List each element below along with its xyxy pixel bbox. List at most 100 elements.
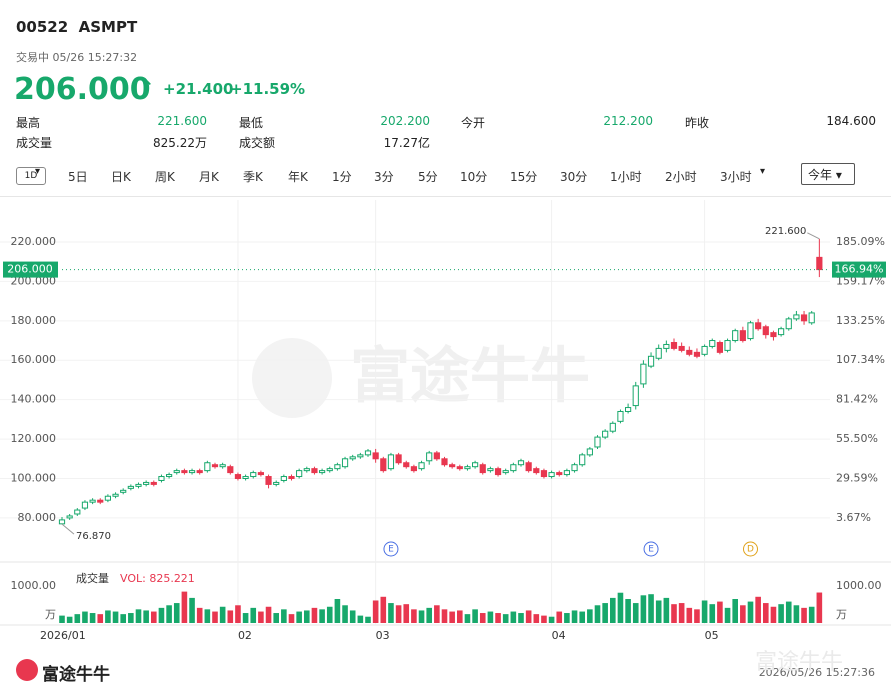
candle-body (800, 314, 808, 322)
volume-bar (678, 603, 685, 623)
candle-body (112, 493, 119, 497)
tab[interactable]: 3小时 (720, 170, 752, 184)
volume-bar (181, 591, 188, 623)
stat-label: 最高 (16, 116, 41, 130)
candle-body (617, 410, 624, 422)
volume-bar (724, 607, 731, 623)
candle-body (211, 464, 219, 468)
volume-bar (395, 605, 402, 623)
candle-body (548, 472, 555, 478)
candle-body (196, 470, 203, 474)
candle-body (793, 314, 800, 320)
candle-body (816, 256, 823, 271)
candle-body (647, 355, 655, 367)
volume-bar (89, 613, 96, 623)
candle-body (219, 464, 226, 468)
tab[interactable]: 2小时 (665, 170, 697, 184)
volume-bar (556, 611, 563, 623)
candle-body (472, 462, 479, 468)
y-tick-label: 140.000 (11, 393, 57, 406)
y2-tick-label: 159.17% (836, 274, 885, 287)
candle-body (89, 499, 96, 503)
candle-body (724, 340, 731, 351)
tab[interactable]: 5日 (68, 170, 88, 184)
tab[interactable]: 10分 (460, 170, 488, 184)
volume-bar (311, 607, 318, 623)
low-annotation: 76.870 (76, 531, 111, 542)
candle-body (242, 476, 249, 480)
volume-bar (571, 610, 578, 623)
candle-body (403, 462, 410, 468)
tab[interactable]: 年K (288, 170, 308, 184)
candle-body (257, 472, 264, 476)
candle-body (104, 495, 112, 501)
candle-body (732, 330, 739, 342)
candle-body (418, 462, 425, 470)
tab[interactable]: 季K (243, 170, 263, 184)
volume-bar (464, 614, 471, 623)
candle-body (686, 349, 693, 355)
volume-bar (380, 596, 387, 623)
candle-body (609, 422, 616, 432)
tab[interactable]: 周K (155, 170, 175, 184)
candle-body (349, 456, 356, 460)
tab[interactable]: 1分 (332, 170, 352, 184)
last-pct-label: 166.94% (835, 263, 884, 276)
tab[interactable]: 3分 (374, 170, 394, 184)
last-price-label: 206.000 (7, 263, 53, 276)
candle-body (464, 466, 471, 470)
stock-name: ASMPT (78, 18, 138, 36)
candle-body (341, 458, 349, 468)
volume-bar (403, 604, 410, 623)
tab[interactable]: 30分 (560, 170, 588, 184)
candle-body (273, 481, 280, 485)
volume-bar (151, 611, 157, 623)
volume-bar (655, 600, 662, 623)
candle-body (280, 476, 287, 481)
volume-value: VOL: 825.221 (120, 572, 195, 585)
tab[interactable]: 5分 (418, 170, 438, 184)
volume-bar (365, 616, 371, 623)
volume-bar (495, 613, 501, 623)
volume-bar (594, 605, 601, 623)
volume-bar (763, 603, 769, 623)
volume-bar (579, 611, 585, 623)
event-marker (743, 541, 758, 557)
tab[interactable]: 日K (111, 170, 131, 184)
volume-bar (801, 607, 807, 623)
tab[interactable]: 15分 (510, 170, 538, 184)
candle-body (288, 476, 295, 480)
candle-body (250, 472, 257, 478)
volume-bar (105, 610, 111, 623)
volume-bar (258, 611, 264, 623)
volume-bar (610, 597, 616, 623)
period-select[interactable]: 今年 ▾ (801, 163, 855, 185)
tab[interactable]: 月K (199, 170, 219, 184)
candle-body (586, 448, 593, 456)
volume-bar (747, 601, 754, 623)
tab[interactable]: 1小时 (610, 170, 642, 184)
chart-mode[interactable]: 1D (16, 167, 46, 185)
volume-bar (273, 613, 279, 623)
volume-tick-label-right: 1000.00 (836, 579, 882, 592)
candle-body (296, 470, 303, 478)
volume-bar (808, 606, 815, 623)
candle-body (716, 342, 723, 353)
volume-bar (219, 606, 226, 623)
candle-body (326, 468, 333, 472)
stat-value: 17.27亿 (383, 136, 430, 150)
volume-bar (426, 607, 432, 623)
y2-tick-label: 55.50% (836, 432, 878, 445)
candle-body (395, 454, 402, 464)
candle-body (670, 342, 678, 349)
candle-body (571, 464, 578, 472)
y2-tick-label: 3.67% (836, 511, 871, 524)
mode-caret: ▾ (35, 166, 41, 177)
last-pct-box (832, 261, 886, 278)
title: 00522 ASMPT (16, 18, 137, 36)
volume-bar (411, 609, 417, 623)
watermark: 富途牛牛 (350, 342, 590, 412)
stat-value: 184.600 (826, 114, 876, 128)
candle-body (265, 476, 272, 485)
